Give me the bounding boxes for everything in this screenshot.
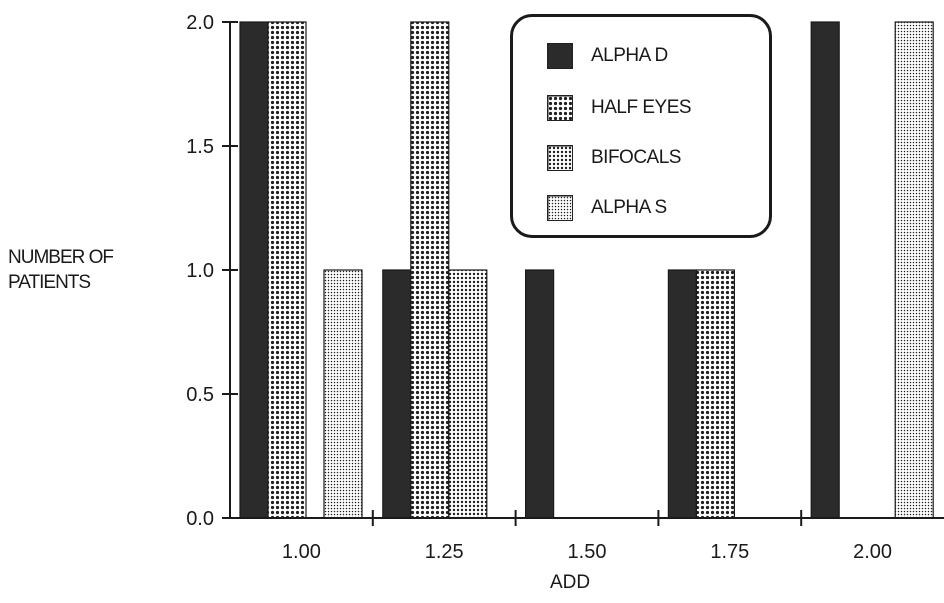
legend-item-bifocals: BIFOCALS	[547, 143, 681, 173]
bar-alpha-s-1-00	[324, 270, 362, 518]
x-axis-label: ADD	[520, 572, 620, 594]
bar-alpha-d-1-75	[668, 270, 696, 518]
legend-item-alpha-d: ALPHA D	[547, 41, 668, 71]
bar-alpha-d-1-50	[526, 270, 554, 518]
legend-item-half-eyes: HALF EYES	[547, 93, 691, 123]
bar-bifocals-1-25	[449, 270, 487, 518]
bar-alpha-s-2-00	[895, 22, 933, 518]
bar-alpha-d-1-25	[383, 270, 411, 518]
x-tick-label: 1.50	[568, 541, 607, 563]
y-tick-label: 1.0	[186, 260, 214, 282]
legend-swatch-half-eyes	[547, 95, 573, 121]
legend-item-alpha-s: ALPHA S	[547, 193, 667, 223]
x-tick-label: 1.75	[710, 541, 749, 563]
legend: ALPHA D HALF EYES BIFOCALS ALPHA S	[510, 14, 772, 238]
x-tick-label: 1.25	[425, 541, 464, 563]
y-tick-label: 1.5	[186, 136, 214, 158]
bar-alpha-d-2-00	[811, 22, 839, 518]
y-axis-label-line-1: NUMBER OF	[8, 247, 158, 269]
y-tick-label: 0.0	[186, 508, 214, 530]
bar-half-eyes-1-75	[696, 270, 734, 518]
legend-label: BIFOCALS	[591, 147, 681, 169]
legend-label: ALPHA S	[591, 197, 667, 219]
bar-half-eyes-1-25	[411, 22, 449, 518]
x-tick-label: 2.00	[853, 541, 892, 563]
y-axis-label-line-2: PATIENTS	[8, 272, 158, 294]
bar-alpha-d-1-00	[240, 22, 268, 518]
bar-half-eyes-1-00	[268, 22, 306, 518]
legend-label: ALPHA D	[591, 45, 668, 67]
legend-swatch-bifocals	[547, 145, 573, 171]
x-tick-label: 1.00	[282, 541, 321, 563]
legend-label: HALF EYES	[591, 97, 691, 119]
y-tick-label: 2.0	[186, 12, 214, 34]
legend-swatch-alpha-d	[547, 43, 573, 69]
legend-swatch-alpha-s	[547, 195, 573, 221]
y-tick-label: 0.5	[186, 384, 214, 406]
